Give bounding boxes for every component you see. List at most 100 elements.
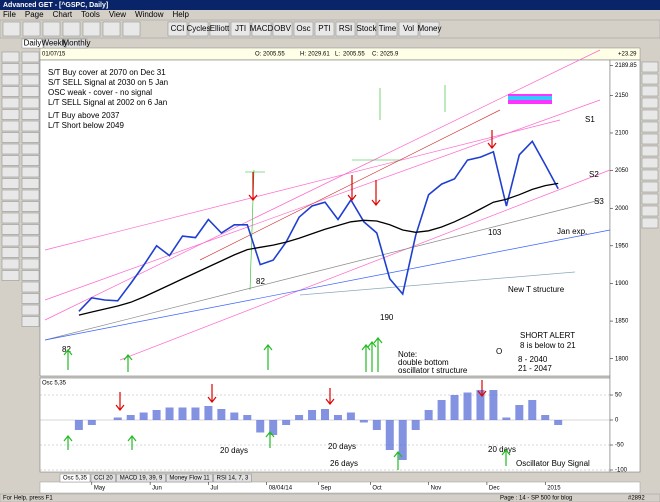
side-tool[interactable] — [21, 155, 40, 166]
side-tool[interactable] — [1, 63, 20, 74]
side-tool[interactable] — [1, 212, 20, 224]
menu-item[interactable]: File — [3, 10, 16, 19]
side-tool[interactable] — [1, 143, 20, 155]
side-tool[interactable] — [21, 189, 40, 201]
side-tool[interactable] — [1, 109, 20, 120]
tool-label[interactable]: Stock — [356, 24, 377, 33]
side-tool[interactable] — [1, 132, 20, 143]
side-tool[interactable] — [1, 155, 20, 166]
side-tool[interactable] — [21, 97, 40, 109]
tool-button[interactable] — [335, 21, 356, 37]
tool-label[interactable]: Vol — [403, 24, 414, 33]
tool-label[interactable]: CCI — [171, 24, 185, 33]
tool-icon[interactable] — [22, 21, 41, 37]
tool-button[interactable] — [230, 21, 251, 37]
side-tool[interactable] — [1, 258, 20, 270]
tool-icon[interactable] — [122, 21, 141, 37]
side-tool[interactable] — [1, 86, 20, 97]
tool-button[interactable] — [188, 21, 209, 37]
tool-label[interactable]: PTI — [318, 24, 330, 33]
tool-icon[interactable] — [42, 21, 61, 37]
side-tool[interactable] — [1, 247, 20, 258]
timeframe-tab[interactable] — [43, 38, 66, 49]
side-tool[interactable] — [21, 281, 40, 293]
side-tool[interactable] — [1, 120, 20, 132]
side-tool[interactable] — [21, 224, 40, 235]
right-tool[interactable] — [641, 217, 659, 229]
tool-button[interactable] — [167, 21, 188, 37]
side-tool[interactable] — [21, 235, 40, 247]
side-tool[interactable] — [21, 178, 40, 189]
side-tool[interactable] — [21, 51, 40, 63]
tool-button[interactable] — [293, 21, 314, 37]
tool-button[interactable] — [419, 21, 440, 37]
tool-icon[interactable] — [62, 21, 81, 37]
side-tool[interactable] — [21, 63, 40, 74]
side-tool[interactable] — [21, 166, 40, 178]
right-tool[interactable] — [641, 157, 659, 169]
timeframe-tab[interactable] — [65, 38, 88, 49]
right-tool[interactable] — [641, 133, 659, 145]
right-tool[interactable] — [641, 205, 659, 217]
menu-item[interactable]: View — [109, 10, 126, 19]
right-tool[interactable] — [641, 145, 659, 157]
tool-label[interactable]: Money — [417, 24, 441, 33]
side-tool[interactable] — [1, 224, 20, 235]
side-tool[interactable] — [21, 270, 40, 281]
right-tool[interactable] — [641, 169, 659, 181]
right-tool[interactable] — [641, 193, 659, 205]
right-tool[interactable] — [641, 109, 659, 121]
tool-label[interactable]: RSI — [339, 24, 352, 33]
right-tool[interactable] — [641, 181, 659, 193]
side-tool[interactable] — [1, 178, 20, 189]
side-tool[interactable] — [21, 132, 40, 143]
side-tool[interactable] — [1, 97, 20, 109]
indicator-tab[interactable] — [59, 473, 91, 483]
side-tool[interactable] — [1, 189, 20, 201]
right-tool[interactable] — [641, 85, 659, 97]
right-tool[interactable] — [641, 121, 659, 133]
right-tool[interactable] — [641, 97, 659, 109]
side-tool[interactable] — [1, 51, 20, 63]
menu-item[interactable]: Help — [172, 10, 189, 19]
tool-button[interactable] — [209, 21, 230, 37]
right-tool[interactable] — [641, 73, 659, 85]
tool-button[interactable] — [398, 21, 419, 37]
indicator-tab[interactable] — [116, 473, 166, 483]
side-tool[interactable] — [1, 235, 20, 247]
indicator-tab-label[interactable]: Money Flow 11 — [169, 476, 210, 482]
menu-item[interactable]: Page — [25, 10, 44, 19]
timeframe-label[interactable]: Daily — [24, 39, 42, 48]
side-tool[interactable] — [1, 74, 20, 86]
menu-item[interactable]: Window — [135, 10, 164, 19]
menu-item[interactable]: Tools — [81, 10, 100, 19]
indicator-tab[interactable] — [166, 473, 213, 483]
side-tool[interactable] — [21, 120, 40, 132]
tool-button[interactable] — [272, 21, 293, 37]
side-tool[interactable] — [21, 201, 40, 212]
indicator-tab[interactable] — [213, 473, 252, 483]
timeframe-label[interactable]: Weekly — [41, 39, 67, 48]
side-tool[interactable] — [1, 270, 20, 281]
side-tool[interactable] — [21, 258, 40, 270]
indicator-tab-label[interactable]: CCI 20 — [94, 476, 113, 482]
side-tool[interactable] — [21, 86, 40, 97]
side-tool[interactable] — [21, 74, 40, 86]
indicator-tab-label[interactable]: Osc 5,35 — [63, 476, 88, 482]
side-tool[interactable] — [21, 109, 40, 120]
indicator-tab-label[interactable]: RSI 14, 7, 3 — [217, 476, 249, 482]
tool-button[interactable] — [377, 21, 398, 37]
tool-button[interactable] — [314, 21, 335, 37]
tool-label[interactable]: Osc — [296, 24, 310, 33]
side-tool[interactable] — [21, 304, 40, 316]
side-tool[interactable] — [21, 247, 40, 258]
side-tool[interactable] — [21, 212, 40, 224]
tool-button[interactable] — [251, 21, 272, 37]
tool-label[interactable]: JTI — [235, 24, 246, 33]
side-tool[interactable] — [21, 316, 40, 327]
side-tool[interactable] — [21, 143, 40, 155]
tool-label[interactable]: Elliott — [210, 24, 230, 33]
menu-item[interactable]: Chart — [53, 10, 73, 19]
tool-icon[interactable] — [102, 21, 121, 37]
side-tool[interactable] — [1, 166, 20, 178]
